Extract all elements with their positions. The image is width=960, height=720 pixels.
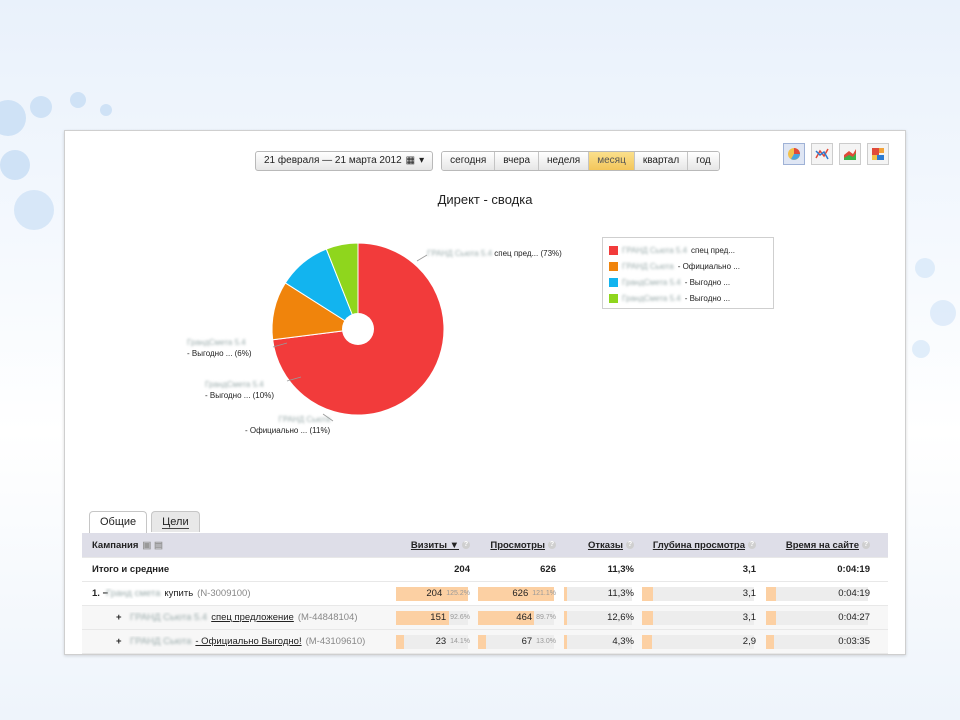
expand-toggle[interactable]: +: [116, 636, 122, 647]
legend-item[interactable]: ГрандСмета 5.4- Выгодно ...: [609, 274, 773, 290]
table-totals-row: Итого и средние 204 626 11,3% 3,1 0:04:1…: [82, 558, 888, 582]
depth-cell: 2,9: [640, 634, 764, 649]
slice-leader-line: [416, 254, 428, 262]
table-header: Кампания ▣ ▤ Визиты ▼? Просмотры? Отказы…: [82, 533, 888, 558]
campaign-cell: 1. − Гранд смета купить (N-3009100): [92, 588, 251, 599]
pie-slice[interactable]: [325, 242, 359, 330]
campaign-cell: + ГРАНД Сьюта 5.4 спец предложение (M-44…: [116, 612, 358, 623]
legend-swatch: [609, 245, 618, 255]
totals-visits: 204: [454, 564, 470, 575]
time-cell: 0:04:27: [764, 610, 878, 625]
bounces-cell: 12,6%: [562, 610, 640, 625]
totals-time: 0:04:19: [837, 564, 870, 575]
depth-cell: 3,1: [640, 586, 764, 601]
slice-leader-line: [272, 342, 288, 348]
pie-center-hole: [342, 313, 374, 345]
views-cell: 464 89.7%: [476, 610, 562, 625]
campaign-id: (M-43109610): [305, 636, 366, 647]
campaign-id: (N-3009100): [197, 588, 251, 599]
tab-general[interactable]: Общие: [89, 511, 148, 533]
totals-depth: 3,1: [742, 564, 756, 575]
period-year[interactable]: год: [688, 152, 719, 170]
table-body: 1. − Гранд смета купить (N-3009100) 204 …: [82, 582, 888, 654]
period-today[interactable]: сегодня: [442, 152, 496, 170]
period-month[interactable]: месяц: [589, 152, 635, 170]
legend-swatch: [609, 261, 618, 271]
legend-item[interactable]: ГРАНД Сьюта - Официально ...: [609, 258, 773, 274]
header-depth[interactable]: Глубина просмотра?: [652, 539, 756, 551]
slice-leader-line: [286, 376, 302, 382]
legend-item[interactable]: ГрандСмета 5.4- Выгодно ...: [609, 290, 773, 306]
report-table: Кампания ▣ ▤ Визиты ▼? Просмотры? Отказы…: [82, 533, 888, 654]
table-row[interactable]: + ГРАНД Сьюта - Официально Выгодно! (M-4…: [82, 630, 888, 654]
slice-label-3: ГрандСмета 5.4- Выгодно ... (6%): [187, 338, 252, 358]
header-visits[interactable]: Визиты ▼?: [410, 539, 470, 551]
legend-swatch: [609, 277, 618, 287]
campaign-id: (M-44848104): [297, 612, 358, 623]
totals-bounces: 11,3%: [607, 564, 634, 575]
report-panel: 21 февраля — 21 марта 2012 ▦ ▾ сегодня в…: [64, 130, 906, 655]
visits-cell: 151 92.6%: [394, 610, 476, 625]
period-yesterday[interactable]: вчера: [495, 152, 540, 170]
visits-cell: 23 14.1%: [394, 634, 476, 649]
bounces-cell: 11,3%: [562, 586, 640, 601]
pie-chart-icon[interactable]: [783, 143, 805, 165]
table-row[interactable]: 1. − Гранд смета купить (N-3009100) 204 …: [82, 582, 888, 606]
expand-toggle[interactable]: +: [116, 612, 122, 623]
header-campaign[interactable]: Кампания ▣ ▤: [92, 539, 163, 551]
line-chart-icon[interactable]: [811, 143, 833, 165]
time-cell: 0:04:19: [764, 586, 878, 601]
area-chart-icon[interactable]: [839, 143, 861, 165]
depth-cell: 3,1: [640, 610, 764, 625]
slice-leader-line: [322, 413, 334, 422]
table-row[interactable]: + ГРАНД Сьюта 5.4 спец предложение (M-44…: [82, 606, 888, 630]
period-week[interactable]: неделя: [539, 152, 590, 170]
calendar-icon: ▦: [405, 155, 416, 166]
totals-views: 626: [540, 564, 556, 575]
slice-label-1: ГРАНД Сьюта - Официально ... (11%): [245, 415, 331, 435]
chart-legend: ГРАНД Сьюта 5.4 спец пред... ГРАНД Сьюта -…: [602, 237, 774, 309]
chart-title: Директ - сводка: [437, 192, 533, 207]
date-range-label: 21 февраля — 21 марта 2012: [264, 155, 402, 166]
header-time[interactable]: Время на сайте?: [785, 539, 870, 551]
campaign-cell: + ГРАНД Сьюта - Официально Выгодно! (M-4…: [116, 636, 366, 647]
tab-goals[interactable]: Цели: [151, 511, 200, 532]
collapse-toggle[interactable]: 1. −: [92, 588, 109, 599]
treemap-icon[interactable]: [867, 143, 889, 165]
header-views[interactable]: Просмотры?: [490, 539, 556, 551]
campaign-name: купить: [164, 588, 194, 599]
toolbar: 21 февраля — 21 марта 2012 ▦ ▾ сегодня в…: [255, 151, 720, 171]
campaign-name[interactable]: - Официально Выгодно!: [195, 636, 302, 647]
bounces-cell: 4,3%: [562, 634, 640, 649]
visits-cell: 204 125.2%: [394, 586, 476, 601]
period-quarter[interactable]: квартал: [634, 152, 689, 170]
views-cell: 626 121.1%: [476, 586, 562, 601]
campaign-name[interactable]: спец предложение: [211, 612, 294, 623]
totals-label: Итого и средние: [92, 564, 170, 575]
date-range-picker[interactable]: 21 февраля — 21 марта 2012 ▦ ▾: [255, 151, 434, 171]
pie-chart: [271, 242, 445, 422]
header-bounces[interactable]: Отказы?: [587, 539, 634, 551]
slice-label-2: ГрандСмета 5.4- Выгодно ... (10%): [205, 380, 274, 400]
chart-type-switcher: [783, 143, 889, 165]
chevron-down-icon: ▾: [419, 155, 425, 166]
period-selector: сегодня вчера неделя месяц квартал год: [441, 151, 720, 171]
legend-swatch: [609, 293, 618, 303]
settings-icon[interactable]: ▣ ▤: [142, 539, 163, 551]
legend-item[interactable]: ГРАНД Сьюта 5.4 спец пред...: [609, 242, 773, 258]
time-cell: 0:03:35: [764, 634, 878, 649]
views-cell: 67 13.0%: [476, 634, 562, 649]
slice-label-0: ГРАНД Сьюта 5.4 спец пред... (73%): [427, 249, 562, 258]
report-tabs: Общие Цели: [89, 511, 200, 533]
